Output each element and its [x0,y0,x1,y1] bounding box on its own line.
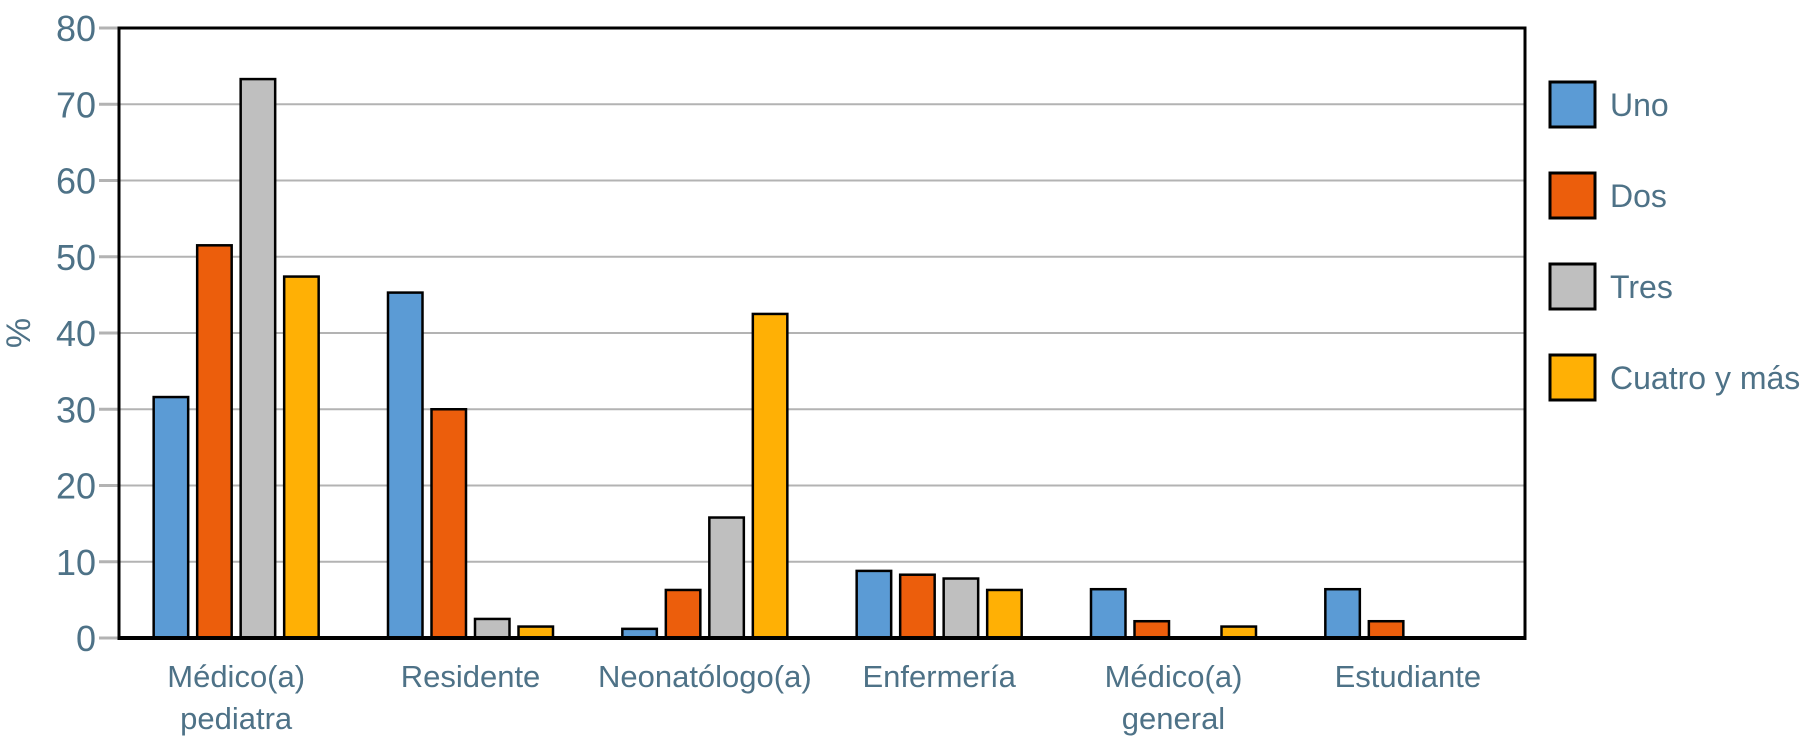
x-category-label-line: Enfermería [862,659,1016,694]
y-tick-label: 0 [76,618,96,659]
bar-dos-3 [664,588,702,640]
legend-label-cuatro-y-más: Cuatro y más [1610,360,1800,396]
bar-uno-1 [152,395,190,640]
y-tick-label: 80 [56,8,96,49]
bar-uno-5 [1089,587,1127,640]
x-category-label-5: Médico(a) general [1105,659,1243,736]
bar-dos-1 [195,244,233,640]
y-tick-label: 60 [56,161,96,202]
y-tick-label: 40 [56,313,96,354]
bar-tres-2 [473,617,511,640]
legend-swatch-cuatro-y-más [1548,353,1597,402]
bar-cuatro-y-más-3 [751,312,789,640]
legend-swatch-tres [1548,262,1597,311]
x-category-label-line: general [1122,701,1225,736]
y-tick-label: 20 [56,466,96,507]
bar-dos-6 [1367,619,1405,640]
legend-swatch-dos [1548,171,1597,220]
x-category-label-1: Médico(a) pediatra [167,659,305,736]
y-tick-label: 10 [56,542,96,583]
y-axis-title: % [0,318,38,348]
legend-label-tres: Tres [1610,269,1673,305]
bar-tres-4 [942,577,980,640]
x-category-label-line: Estudiante [1335,659,1482,694]
legend-label-uno: Uno [1610,87,1669,123]
y-tick-label: 70 [56,84,96,125]
x-category-label-4: Enfermería [862,659,1016,694]
y-tick-label: 30 [56,389,96,430]
x-category-label-line: pediatra [180,701,293,736]
x-category-label-line: Médico(a) [167,659,305,694]
bar-uno-2 [386,291,424,640]
x-category-label-6: Estudiante [1335,659,1482,694]
bar-dos-2 [430,408,468,640]
legend-swatch-uno [1548,80,1597,129]
x-category-label-2: Residente [401,659,541,694]
bar-cuatro-y-más-1 [282,275,320,640]
x-category-label-3: Neonatólogo(a) [598,659,812,694]
x-category-label-line: Neonatólogo(a) [598,659,812,694]
x-category-label-line: Residente [401,659,541,694]
bar-dos-4 [898,573,936,640]
bar-uno-4 [855,569,893,640]
x-category-label-line: Médico(a) [1105,659,1243,694]
legend-label-dos: Dos [1610,178,1667,214]
bar-tres-3 [708,516,746,640]
bar-dos-5 [1133,619,1171,640]
bar-cuatro-y-más-4 [985,588,1023,640]
bar-tres-1 [239,77,277,640]
y-tick-label: 50 [56,237,96,278]
bar-uno-6 [1324,587,1362,640]
